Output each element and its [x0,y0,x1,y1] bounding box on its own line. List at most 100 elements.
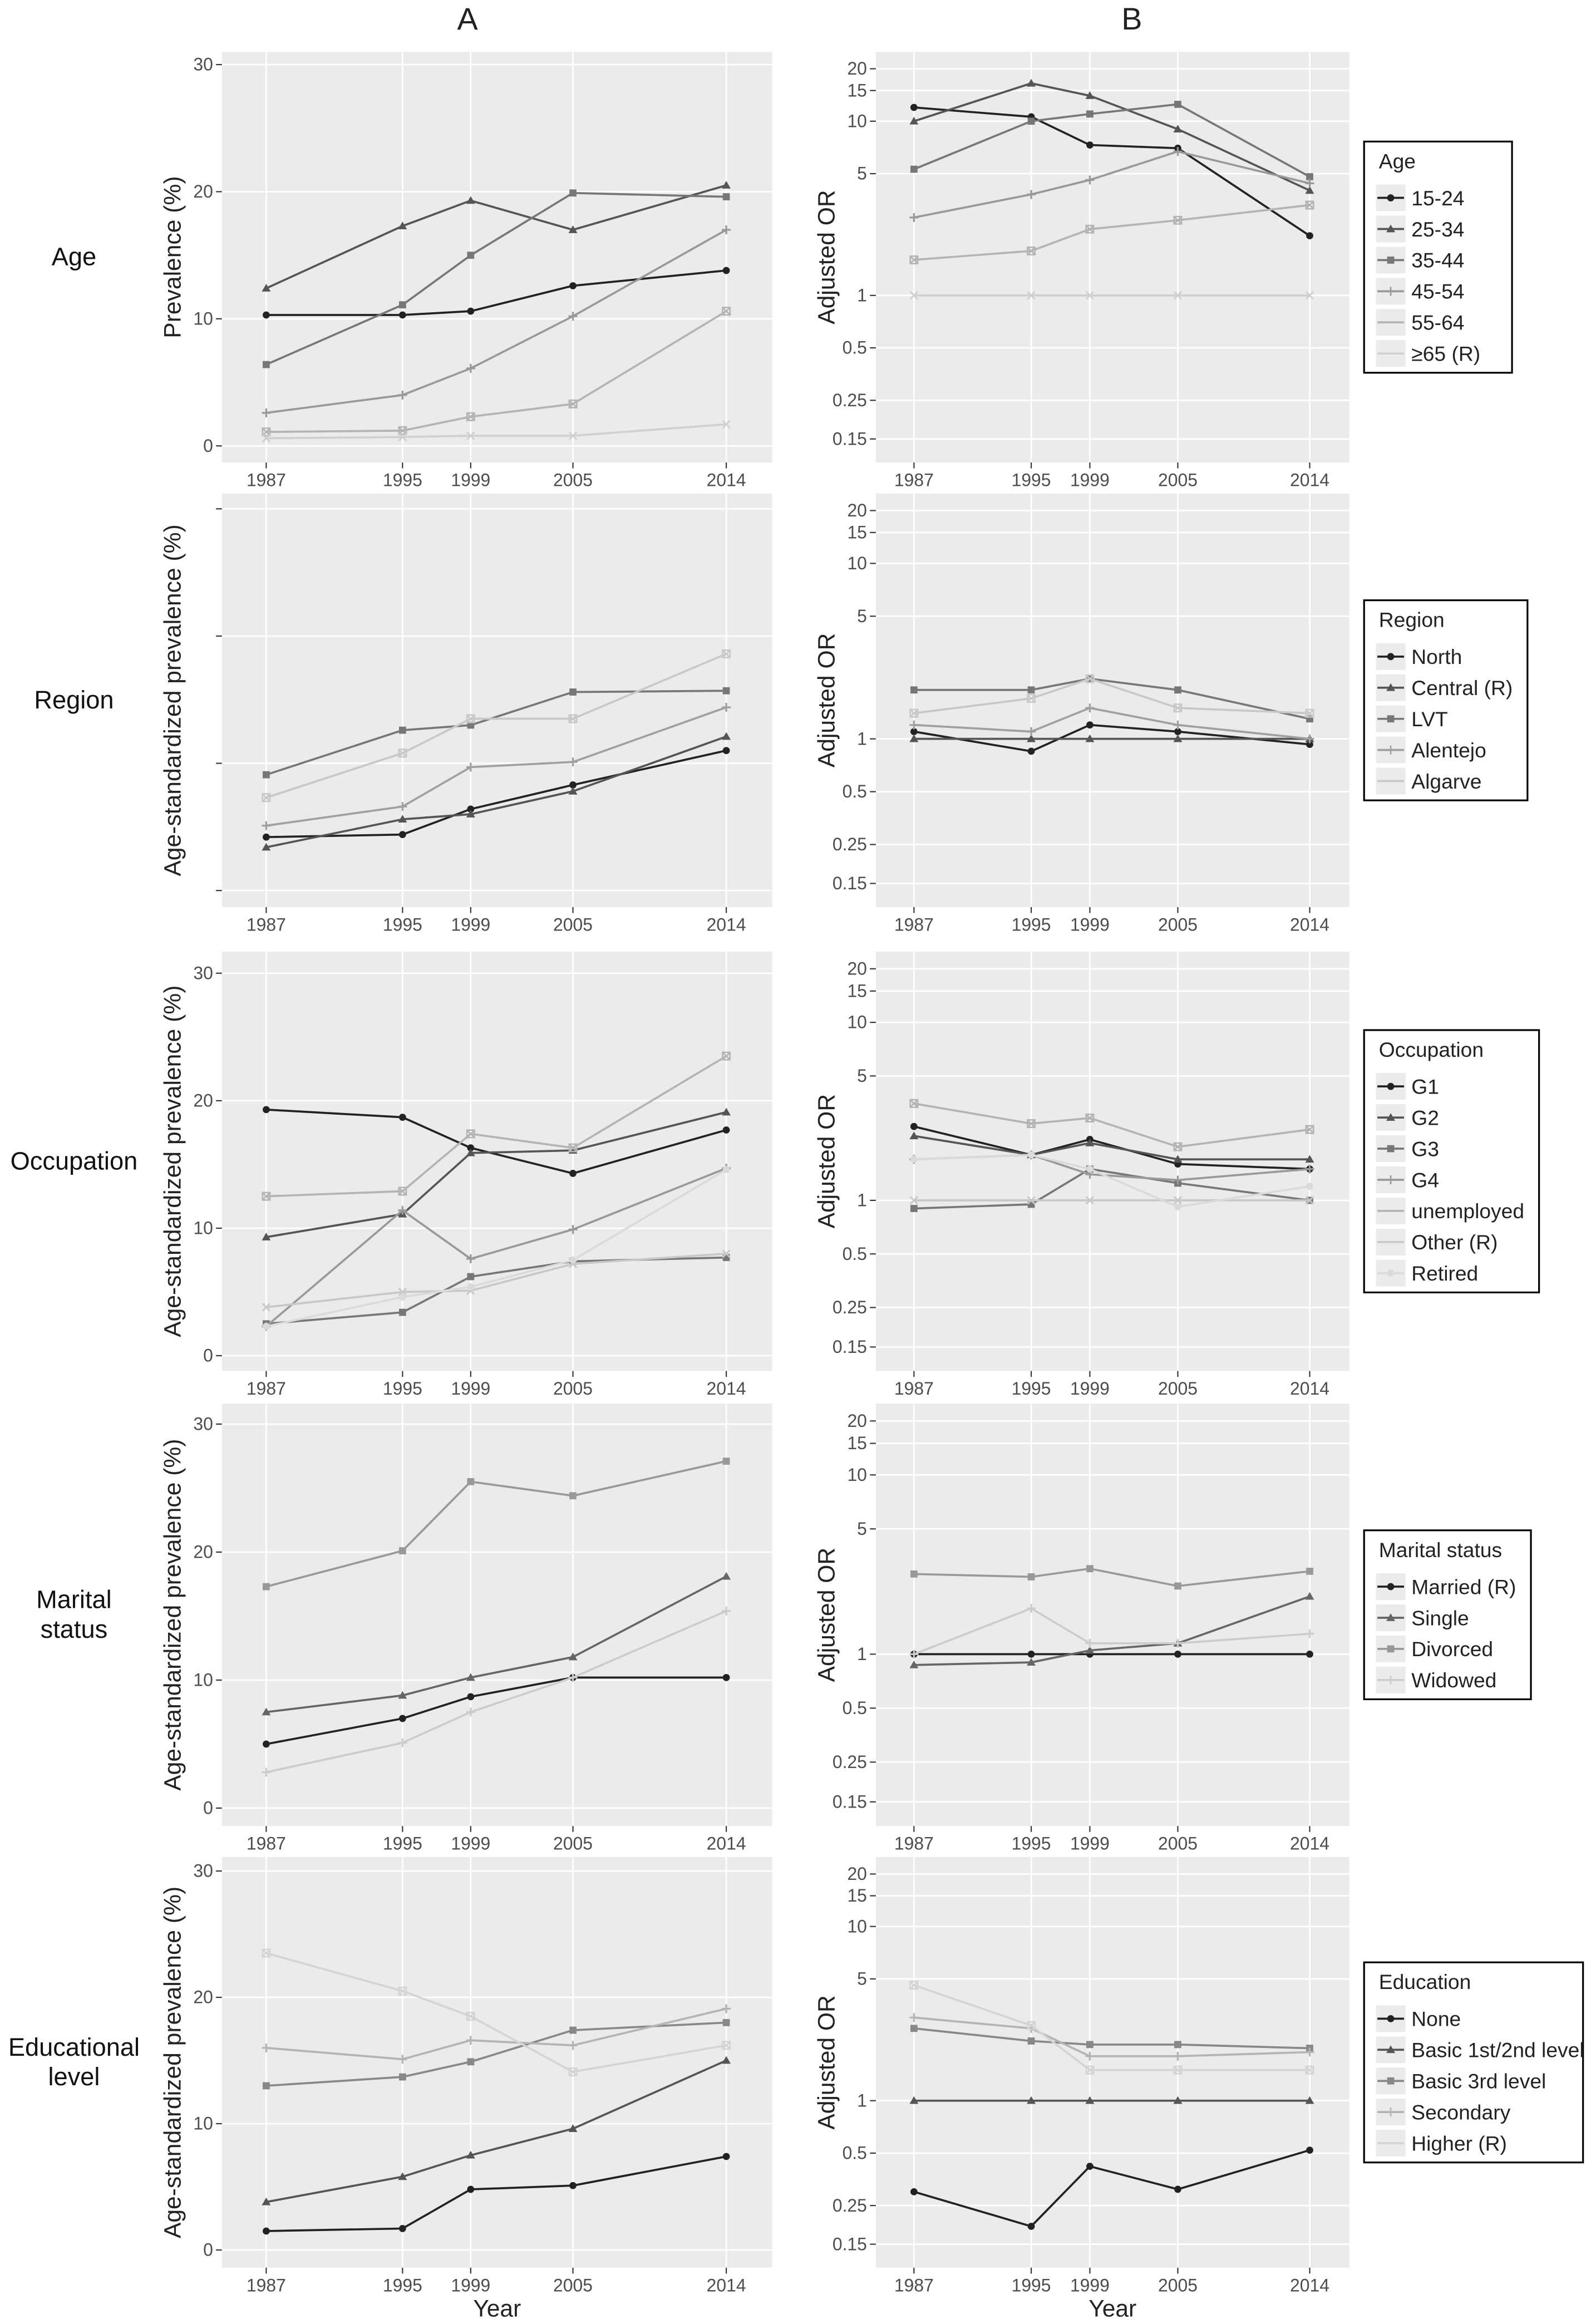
point [398,831,406,838]
point [568,312,578,321]
legend-label: Widowed [1411,1668,1496,1692]
point [569,2182,577,2189]
point [262,284,271,292]
x-tick-label: 2005 [553,915,593,935]
point [262,408,271,417]
point [1085,1114,1095,1123]
x-tick-label: 1995 [1012,1834,1051,1854]
point [1305,179,1314,188]
point [1173,125,1183,132]
y-tick-label: 10 [193,2114,213,2134]
point [722,193,730,200]
legend-label: LVT [1411,707,1448,731]
legend-marker [1387,1269,1395,1277]
x-tick-label: 2005 [553,1378,593,1399]
point [1027,694,1036,703]
y-tick-label: 0.15 [833,1337,867,1357]
point [910,1205,918,1212]
y-tick-label: 10 [847,1465,866,1485]
point [1305,734,1314,744]
point [1027,2021,1036,2030]
legend-label: 25-34 [1411,218,1464,241]
point [722,1249,731,1258]
point [466,1254,475,1263]
x-tick-label: 1999 [1070,915,1110,935]
x-tick-label: 2005 [1158,1378,1198,1399]
legend-title: Age [1379,149,1416,173]
point [722,687,730,695]
y-tick-label: 1 [857,2090,867,2110]
point [398,1547,406,1555]
legend-label: Basic 3rd level [1411,2070,1546,2093]
panel: 1987 1995 1999 2005 2014 Age-standardized pre… [159,493,772,935]
y-tick-label: 0.25 [833,1297,867,1317]
point [910,2188,918,2195]
x-tick-label: 1995 [383,915,422,935]
point [467,805,475,813]
point [1027,1604,1036,1613]
legend-label: Single [1411,1606,1469,1629]
point [398,815,407,823]
point [568,2067,578,2076]
point [1027,727,1036,736]
y-axis-title: Adjusted OR [813,1995,840,2130]
point [398,726,406,734]
legend-marker [1386,2108,1396,2117]
point [263,1322,270,1330]
point [722,1126,730,1134]
x-tick-label: 1987 [247,915,286,935]
y-tick-label: 5 [857,606,867,626]
point [1174,2185,1181,2193]
point [722,420,731,429]
point [466,1148,475,1156]
point [1305,1155,1314,1163]
point [909,1196,919,1205]
y-tick-label: 15 [847,80,866,100]
point [1173,1175,1183,1185]
point [910,1570,918,1578]
point [909,2013,919,2022]
plot-background [221,951,772,1371]
point [1027,1658,1036,1666]
panel: 0 10 20 30 1987 1995 1999 2005 2014 Age-standardi… [159,951,772,1399]
plot-background [875,1404,1349,1826]
point [722,1166,730,1173]
legend-marker [1387,1082,1395,1090]
legend-label: Married (R) [1411,1575,1516,1598]
x-tick-label: 2005 [553,470,593,490]
point [467,1693,475,1701]
y-tick-label: 10 [193,308,213,328]
x-tick-label: 2014 [1290,2275,1329,2295]
point [466,1707,475,1717]
legend: Education None Basic 1st/2nd level Basic 3r… [1363,1961,1584,2164]
row-label: Region [34,685,114,714]
point [263,311,270,319]
point [722,649,731,658]
x-tick-label: 2005 [1158,915,1198,935]
y-tick-label: 10 [847,553,866,573]
point [262,2043,271,2052]
legend-marker [1387,257,1395,264]
point [569,1256,577,1264]
point [1173,720,1183,730]
point [466,431,475,440]
point [569,1170,577,1177]
point [1173,2065,1183,2075]
legend-marker [1386,287,1396,296]
point [909,1131,919,1140]
point [722,2041,731,2050]
point [398,1293,406,1301]
point [262,1707,271,1716]
point [398,390,407,400]
point [722,2019,730,2026]
point [1085,674,1095,683]
legend-label: 45-54 [1411,280,1464,303]
point [722,702,731,712]
x-tick-label: 1987 [247,1378,286,1399]
y-tick-label: 0.25 [833,2195,867,2215]
x-tick-label: 1987 [894,1834,934,1854]
legend: Occupation G1 G2 G3 G4 unemployed Other (R) Ret… [1363,1029,1540,1293]
legend-label: 35-44 [1411,249,1464,272]
